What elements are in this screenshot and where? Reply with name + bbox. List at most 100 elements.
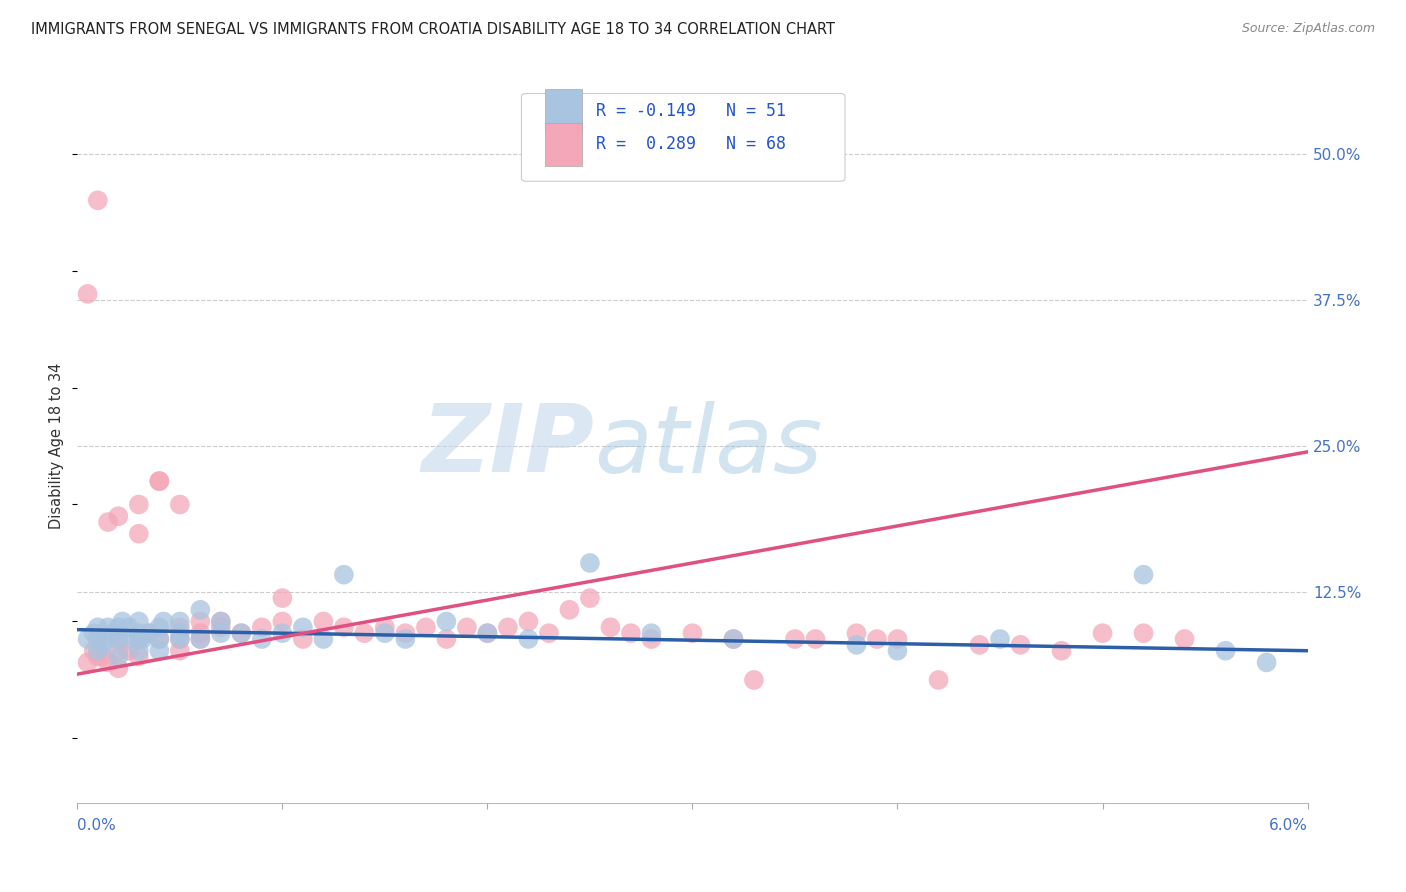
Point [169, 632, 191, 646]
Point [742, 673, 765, 687]
Point [271, 615, 294, 629]
Point [579, 556, 602, 570]
Point [886, 644, 908, 658]
Point [148, 644, 170, 658]
Point [394, 626, 416, 640]
Point [107, 649, 129, 664]
FancyBboxPatch shape [546, 123, 582, 166]
Point [87, 620, 110, 634]
Text: Source: ZipAtlas.com: Source: ZipAtlas.com [1241, 22, 1375, 36]
Point [128, 632, 150, 646]
Point [783, 632, 806, 646]
FancyBboxPatch shape [522, 94, 845, 181]
Point [456, 620, 478, 634]
Point [107, 661, 129, 675]
Point [374, 626, 396, 640]
Point [138, 626, 160, 640]
Point [988, 632, 1011, 646]
Point [477, 626, 499, 640]
Point [90, 638, 114, 652]
Point [845, 626, 868, 640]
Point [169, 615, 191, 629]
Point [271, 591, 294, 605]
Point [374, 620, 396, 634]
Point [107, 644, 129, 658]
Point [190, 603, 212, 617]
Point [128, 632, 150, 646]
Point [517, 615, 540, 629]
Point [148, 474, 170, 488]
Point [107, 632, 129, 646]
Point [117, 644, 139, 658]
Point [97, 656, 120, 670]
Point [111, 615, 134, 629]
Point [1091, 626, 1114, 640]
Point [103, 626, 125, 640]
Point [169, 498, 191, 512]
Point [231, 626, 253, 640]
Point [97, 620, 120, 634]
Point [353, 626, 375, 640]
Point [312, 615, 335, 629]
Point [169, 644, 191, 658]
Point [1215, 644, 1237, 658]
Point [291, 620, 314, 634]
Point [90, 649, 114, 664]
Point [83, 626, 105, 640]
Point [169, 626, 191, 640]
Point [682, 626, 704, 640]
Point [620, 626, 643, 640]
Point [128, 644, 150, 658]
Point [333, 567, 356, 582]
Point [969, 638, 991, 652]
Point [271, 626, 294, 640]
Point [117, 620, 139, 634]
Point [169, 620, 191, 634]
Point [209, 626, 232, 640]
Point [928, 673, 950, 687]
Point [804, 632, 827, 646]
Point [1050, 644, 1073, 658]
Point [640, 632, 662, 646]
Point [723, 632, 745, 646]
Point [209, 615, 232, 629]
Point [845, 638, 868, 652]
Point [87, 194, 110, 208]
Point [152, 615, 174, 629]
Point [148, 474, 170, 488]
Point [128, 626, 150, 640]
Point [436, 615, 458, 629]
Text: atlas: atlas [595, 401, 823, 491]
Point [190, 632, 212, 646]
Point [87, 644, 110, 658]
Point [312, 632, 335, 646]
Point [148, 620, 170, 634]
Point [190, 632, 212, 646]
Y-axis label: Disability Age 18 to 34: Disability Age 18 to 34 [49, 363, 65, 529]
Point [866, 632, 889, 646]
Point [128, 615, 150, 629]
Point [477, 626, 499, 640]
Point [886, 632, 908, 646]
Text: IMMIGRANTS FROM SENEGAL VS IMMIGRANTS FROM CROATIA DISABILITY AGE 18 TO 34 CORRE: IMMIGRANTS FROM SENEGAL VS IMMIGRANTS FR… [31, 22, 835, 37]
Point [107, 620, 129, 634]
Point [169, 632, 191, 646]
Point [1132, 626, 1154, 640]
Point [190, 626, 212, 640]
Point [117, 632, 139, 646]
Point [558, 603, 581, 617]
Point [333, 620, 356, 634]
Point [231, 626, 253, 640]
Point [394, 632, 416, 646]
Point [87, 649, 110, 664]
Point [415, 620, 437, 634]
Text: R =  0.289   N = 68: R = 0.289 N = 68 [596, 136, 786, 153]
Point [148, 632, 170, 646]
Point [599, 620, 621, 634]
Point [517, 632, 540, 646]
Point [537, 626, 560, 640]
Text: R = -0.149   N = 51: R = -0.149 N = 51 [596, 102, 786, 120]
Point [132, 632, 155, 646]
Point [87, 632, 110, 646]
Point [291, 632, 314, 646]
